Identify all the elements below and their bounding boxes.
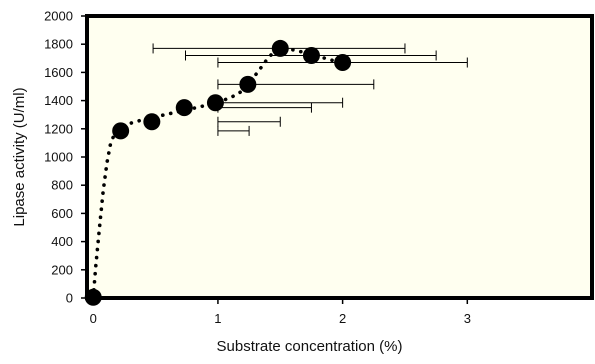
y-tick-label: 1000 [44, 150, 73, 165]
data-point [272, 40, 289, 57]
y-tick-label: 800 [51, 178, 73, 193]
y-tick-label: 1600 [44, 65, 73, 80]
y-tick-label: 0 [66, 291, 73, 306]
data-point [334, 54, 351, 71]
data-point [143, 113, 160, 130]
y-tick-label: 400 [51, 234, 73, 249]
data-point [207, 94, 224, 111]
data-point [239, 76, 256, 93]
data-point [303, 47, 320, 64]
y-axis-ticks: 0 200 400 600 800 1000 1200 1400 1600 1800 2000 [44, 9, 87, 306]
y-axis-label: Lipase activity (U/ml) [11, 87, 28, 226]
data-point [112, 122, 129, 139]
x-tick-label: 0 [90, 311, 97, 326]
x-axis-label: Substrate concentration (%) [217, 338, 403, 355]
x-axis-ticks: 0 1 2 3 [90, 298, 471, 326]
y-tick-label: 1400 [44, 93, 73, 108]
y-tick-label: 2000 [44, 9, 73, 24]
y-tick-label: 200 [51, 262, 73, 277]
y-tick-label: 1200 [44, 121, 73, 136]
x-tick-label: 2 [339, 311, 346, 326]
data-point [176, 99, 193, 116]
y-tick-label: 1800 [44, 37, 73, 52]
x-tick-label: 3 [464, 311, 471, 326]
y-tick-label: 600 [51, 206, 73, 221]
x-tick-label: 1 [214, 311, 221, 326]
